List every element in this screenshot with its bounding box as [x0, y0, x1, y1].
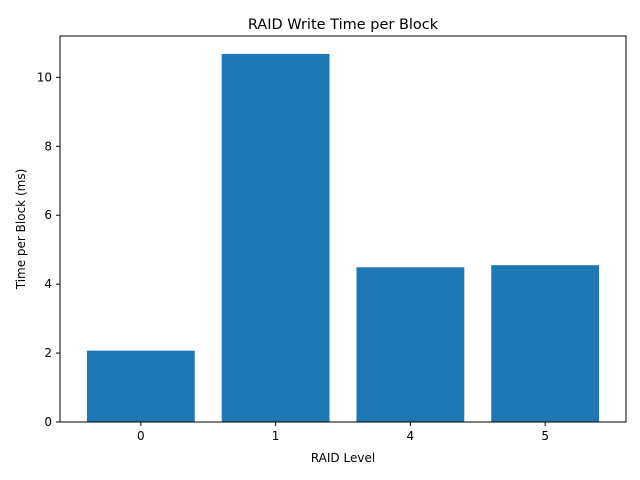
chart-title: RAID Write Time per Block	[248, 17, 439, 33]
x-tick-label: 4	[407, 429, 415, 443]
y-tick-label: 0	[44, 415, 52, 429]
y-tick-label: 4	[44, 277, 52, 291]
x-axis-label: RAID Level	[311, 451, 375, 465]
y-tick-label: 6	[44, 208, 52, 222]
x-axis: 0 1 4 5	[137, 422, 549, 443]
bar-raid-1	[221, 53, 330, 423]
bars-group	[86, 53, 600, 423]
y-axis: 0 2 4 6 8 10	[37, 70, 60, 429]
plot-area-frame	[59, 35, 627, 423]
x-tick-label: 5	[541, 429, 549, 443]
y-axis-label: Time per Block (ms)	[14, 169, 28, 291]
bar-raid-0	[86, 350, 195, 422]
y-tick-label: 8	[44, 139, 52, 153]
x-tick-label: 0	[137, 429, 145, 443]
y-tick-label: 2	[44, 346, 52, 360]
x-tick-label: 1	[272, 429, 280, 443]
y-tick-label: 10	[37, 70, 52, 84]
bar-raid-5	[491, 265, 600, 422]
bar-raid-4	[356, 267, 465, 422]
